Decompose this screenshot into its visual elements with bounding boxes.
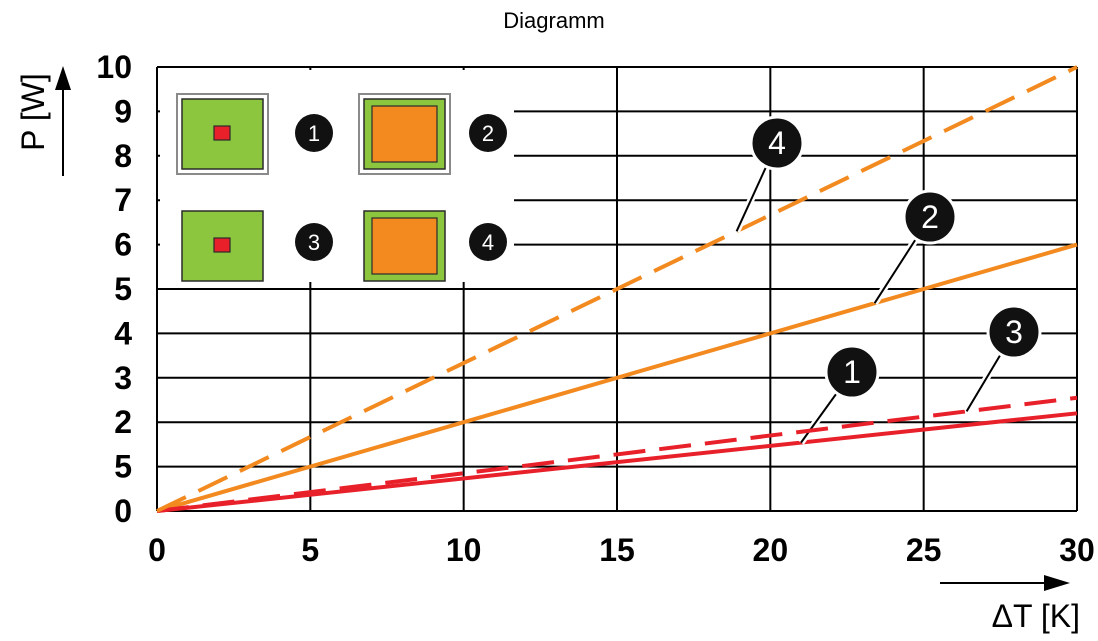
legend: 1 2 3 4 bbox=[160, 70, 514, 282]
callout-label: 2 bbox=[921, 199, 939, 235]
y-axis-label-group: P [W] bbox=[15, 66, 71, 176]
x-tick-label: 0 bbox=[148, 532, 166, 568]
legend-die-4 bbox=[371, 217, 438, 275]
x-tick-labels: 0 5 10 15 20 25 30 bbox=[148, 532, 1095, 568]
y-tick-label: 8 bbox=[114, 138, 132, 174]
y-tick-label: 6 bbox=[114, 227, 132, 263]
legend-die-3 bbox=[213, 237, 231, 253]
series-line-3 bbox=[156, 395, 1078, 513]
legend-badge-label: 4 bbox=[482, 230, 494, 255]
callout-label: 3 bbox=[1005, 314, 1023, 350]
callout-label: 4 bbox=[768, 125, 786, 161]
series-line-4 bbox=[156, 65, 1078, 513]
legend-badge-label: 2 bbox=[482, 121, 494, 146]
legend-badge-3 bbox=[295, 223, 333, 261]
callout-badge-4 bbox=[749, 115, 805, 171]
series-lines: 1 2 3 4 bbox=[156, 65, 1078, 513]
y-tick-label: 3 bbox=[114, 360, 132, 396]
x-tick-label: 5 bbox=[301, 532, 319, 568]
x-axis-arrow-icon bbox=[1044, 575, 1070, 591]
y-tick-label: 2 bbox=[114, 404, 132, 440]
legend-die-2 bbox=[371, 105, 438, 163]
callout-label: 1 bbox=[843, 354, 861, 390]
x-tick-label: 30 bbox=[1059, 532, 1095, 568]
callout-badge-2 bbox=[902, 189, 958, 245]
callout-badge-1 bbox=[824, 344, 880, 400]
x-tick-label: 20 bbox=[753, 532, 789, 568]
x-tick-label: 25 bbox=[906, 532, 942, 568]
x-axis-label: ΔT [K] bbox=[992, 598, 1080, 634]
legend-die-1 bbox=[213, 125, 231, 141]
legend-badge-1 bbox=[295, 114, 333, 152]
series-line-2 bbox=[156, 242, 1078, 513]
x-axis-label-group: ΔT [K] bbox=[940, 575, 1080, 634]
y-axis-arrow-icon bbox=[55, 66, 71, 90]
y-tick-label: 4 bbox=[114, 315, 132, 351]
y-tick-label: 5 bbox=[114, 271, 132, 307]
series-line-1 bbox=[156, 411, 1078, 513]
legend-badge-2 bbox=[469, 114, 507, 152]
y-tick-label: 9 bbox=[114, 93, 132, 129]
x-tick-label: 15 bbox=[599, 532, 635, 568]
callout-badge-3 bbox=[986, 304, 1042, 360]
y-tick-label: 7 bbox=[114, 182, 132, 218]
legend-badge-4 bbox=[469, 223, 507, 261]
y-tick-label: 5 bbox=[114, 449, 132, 485]
legend-badge-label: 3 bbox=[308, 230, 320, 255]
y-axis-label: P [W] bbox=[15, 73, 51, 151]
chart-title: Diagramm bbox=[503, 8, 604, 33]
x-tick-label: 10 bbox=[446, 532, 482, 568]
legend-badge-label: 1 bbox=[308, 121, 320, 146]
y-tick-labels: 0 5 2 3 4 5 6 7 8 9 10 bbox=[96, 49, 132, 529]
y-tick-label: 0 bbox=[114, 493, 132, 529]
y-tick-label: 10 bbox=[96, 49, 132, 85]
